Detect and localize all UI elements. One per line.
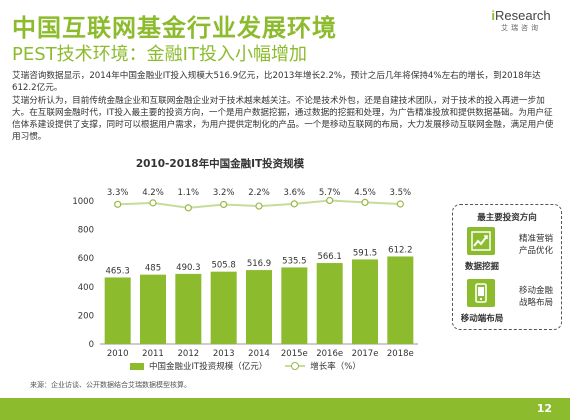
x-tick-label: 2010 (107, 349, 129, 358)
bar-2018e (387, 256, 414, 344)
bar-value-label: 505.8 (211, 261, 235, 271)
bar-value-label: 485 (145, 264, 161, 274)
bar-value-label: 516.9 (247, 259, 271, 269)
y-tick-label: 400 (78, 283, 94, 293)
growth-point-2010 (114, 200, 122, 208)
bar-value-label: 465.3 (105, 266, 129, 276)
legend-item-bar: 中国金融业IT投资规模（亿元） (130, 360, 267, 372)
mobile-icon (467, 279, 495, 307)
y-tick-label: 200 (78, 311, 94, 321)
x-tick-label: 2017e (352, 349, 379, 358)
feature-desc: 精准营销 产品优化 (518, 234, 553, 256)
footer-bar (0, 398, 570, 420)
feature-name: 数据挖掘 (464, 262, 499, 272)
x-tick-label: 2011 (142, 349, 164, 358)
legend-item-line: 增长率（%） (285, 360, 361, 372)
analysis-paragraph-2: 艾瑞分析认为，目前传统金融企业和互联网金融企业对于技术越来越关注。不论是技术外包… (12, 96, 554, 142)
growth-point-2013 (220, 200, 228, 209)
growth-label: 4.5% (354, 188, 376, 198)
bar-2015e (281, 267, 308, 344)
chart-trend-icon (467, 227, 495, 255)
investment-direction-panel: 最主要投资方向 数据挖掘 精准营销 产品优化 移动端布局 移动金融 战略布局 (452, 204, 562, 330)
growth-label: 1.1% (178, 188, 200, 198)
bar-value-label: 591.5 (353, 248, 377, 258)
growth-point-2014 (255, 202, 263, 210)
bar-2011 (140, 274, 166, 344)
iresearch-logo: iResearch 艾瑞咨询 (486, 8, 556, 33)
panel-title: 最主要投资方向 (477, 213, 537, 223)
it-investment-chart: 0 200 400 600 800 1000 465.3 2010 485 2011 490.3 20… (72, 188, 418, 358)
page-number: 12 (536, 402, 552, 415)
bar-2017e (352, 259, 378, 344)
logo-brand: iResearch (491, 8, 551, 23)
growth-point-2017e (361, 198, 369, 207)
x-tick-label: 2013 (213, 349, 235, 358)
growth-label: 2.2% (248, 188, 270, 198)
legend-line-swatch (285, 362, 306, 370)
x-tick-label: 2018e (387, 349, 414, 358)
growth-label: 3.3% (107, 188, 129, 198)
growth-label: 3.6% (284, 188, 306, 198)
page-title: 中国互联网基金行业发展环境 (12, 14, 337, 42)
y-tick-label: 800 (78, 226, 94, 236)
chart-legend: 中国金融业IT投资规模（亿元） 增长率（%） (130, 360, 379, 372)
growth-point-2018e (396, 200, 404, 208)
y-tick-label: 600 (78, 254, 94, 264)
bar-value-label: 535.5 (282, 256, 306, 266)
bar-2012 (175, 273, 202, 344)
x-tick-label: 2015e (281, 349, 308, 358)
growth-point-2016e (326, 196, 334, 205)
bar-2013 (210, 271, 237, 344)
x-tick-label: 2014 (248, 349, 270, 358)
bar-value-label: 490.3 (176, 263, 200, 273)
feature-name: 移动端布局 (460, 314, 504, 324)
x-tick-label: 2016e (316, 349, 343, 358)
growth-label: 3.2% (213, 188, 235, 198)
y-tick-label: 1000 (72, 197, 94, 207)
analysis-text: 艾瑞咨询数据显示，2014年中国金融业IT投入规模大516.9亿元，比2013年… (12, 70, 560, 144)
bar-2010 (104, 277, 131, 344)
chart-title: 2010-2018年中国金融IT投资规模 (135, 158, 305, 170)
legend-bar-swatch (130, 362, 144, 370)
logo-cn: 艾瑞咨询 (501, 24, 541, 32)
legend-bar-label: 中国金融业IT投资规模（亿元） (149, 362, 268, 372)
feature-desc: 移动金融 战略布局 (518, 286, 553, 308)
growth-label: 4.2% (142, 188, 164, 198)
growth-label: 5.7% (319, 188, 341, 198)
y-tick-label: 0 (89, 340, 94, 350)
growth-point-2012 (184, 204, 192, 212)
growth-point-2011 (149, 199, 157, 207)
analysis-paragraph-1: 艾瑞咨询数据显示，2014年中国金融业IT投入规模大516.9亿元，比2013年… (12, 71, 541, 93)
bar-2016e (316, 263, 343, 344)
page-subtitle: PEST技术环境：金融IT投入小幅增加 (12, 44, 307, 65)
bar-value-label: 566.1 (317, 252, 341, 262)
growth-point-2015e (290, 200, 298, 208)
growth-label: 3.5% (390, 188, 412, 198)
bar-2014 (246, 270, 272, 344)
source-note: 来源：企业访谈、公开数据结合艾瑞数据模型核算。 (30, 381, 191, 389)
legend-line-label: 增长率（%） (310, 362, 361, 372)
bar-value-label: 612.2 (388, 245, 412, 255)
x-tick-label: 2012 (178, 349, 200, 358)
